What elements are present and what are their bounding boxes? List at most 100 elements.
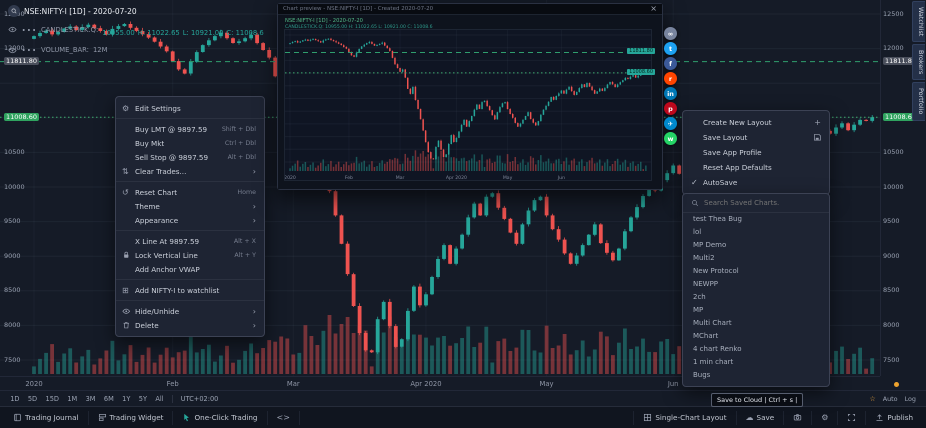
range-1m[interactable]: 1M [67, 394, 78, 403]
statusbar-one-click-trading[interactable]: One-Click Trading [173, 410, 268, 425]
menu-item-create-new-layout[interactable]: Create New Layout + [683, 115, 829, 130]
saved-chart-item[interactable]: MP Demo [693, 241, 727, 249]
telegram-share-icon[interactable]: ✈ [664, 117, 677, 130]
saved-charts-list: test Thea Bug lol MP Demo Multi2 New Protoco… [683, 213, 829, 382]
statusbar-single-chart-layout[interactable]: Single-Chart Layout [633, 410, 735, 425]
time-axis[interactable]: 2020 Feb Mar Apr 2020 May Jun [0, 376, 880, 390]
reddit-share-icon[interactable]: r [664, 72, 677, 85]
side-tab-watchlist[interactable]: Watchlist [912, 1, 925, 43]
menu-item-save-layout[interactable]: Save Layout [683, 130, 829, 145]
star-icon[interactable]: ☆ [869, 394, 876, 403]
saved-chart-item[interactable]: Multi Chart [693, 319, 732, 327]
saved-chart-item[interactable]: 1 min chart [693, 358, 734, 366]
menu-item-buy-mkt[interactable]: Buy Mkt Ctrl + Dbl [116, 136, 264, 150]
range-5d[interactable]: 5D [27, 394, 38, 403]
range-1y[interactable]: 1Y [122, 394, 131, 403]
menu-item-label: Appearance [135, 215, 179, 225]
statusbar-code-editor[interactable]: <> [268, 410, 300, 425]
saved-chart-item[interactable]: MP [693, 306, 704, 314]
trash-icon [122, 321, 135, 330]
saved-chart-item[interactable]: Bugs [693, 371, 711, 379]
range-all[interactable]: All [155, 394, 164, 403]
search-input[interactable] [704, 199, 821, 207]
menu-item-clear-trades[interactable]: ⇅ Clear Trades... › [116, 164, 264, 178]
saved-chart-item[interactable]: 4 chart Renko [693, 345, 742, 353]
code-icon: <> [276, 412, 290, 422]
saved-chart-item[interactable]: test Thea Bug [693, 215, 742, 223]
range-1d[interactable]: 1D [10, 394, 20, 403]
timezone[interactable]: UTC+02:00 [180, 394, 219, 403]
price-label: 9000 [883, 251, 900, 260]
menu-item-delete[interactable]: Delete › [116, 318, 264, 332]
price-label: 11008.60 [4, 112, 40, 121]
twitter-share-icon[interactable]: t [664, 42, 677, 55]
preview-symbol-title: NSE:NIFTY-I [1D] - 2020-07-20 [285, 18, 363, 24]
more-dots-icon[interactable]: ⋯ [21, 40, 37, 59]
menu-item-save-app-profile[interactable]: Save App Profile [683, 145, 829, 160]
menu-item-label: Save App Profile [703, 148, 762, 157]
linkedin-share-icon[interactable]: in [664, 87, 677, 100]
menu-item-hide-unhide[interactable]: Hide/Unhide › [116, 304, 264, 318]
menu-item-add-anchor-vwap[interactable]: Add Anchor VWAP [116, 262, 264, 276]
saved-chart-item[interactable]: lol [693, 228, 702, 236]
floppy-icon [813, 133, 822, 142]
saved-chart-item[interactable]: NEWPP [693, 280, 719, 288]
menu-item-edit-settings[interactable]: ⚙ Edit Settings [116, 101, 264, 115]
menu-item-theme[interactable]: Theme › [116, 199, 264, 213]
time-label: Apr 2020 [410, 380, 442, 388]
menu-item-autosave[interactable]: ✓ AutoSave [683, 175, 829, 190]
saved-chart-item[interactable]: Multi2 [693, 254, 715, 262]
toggle-log[interactable]: Log [904, 394, 916, 403]
menu-item-add-to-watchlist[interactable]: ⊞ Add NIFTY-I to watchlist [116, 283, 264, 297]
menu-shortcut: Alt + Dbl [227, 153, 256, 161]
eye-icon[interactable] [8, 25, 17, 34]
whatsapp-share-icon[interactable]: w [664, 132, 677, 145]
gear-icon: ⚙ [122, 103, 130, 113]
time-label: May [539, 380, 554, 388]
menu-item-reset-chart[interactable]: ↺ Reset Chart Home [116, 185, 264, 199]
pinterest-share-icon[interactable]: p [664, 102, 677, 115]
statusbar-settings[interactable]: ⚙ [811, 410, 837, 425]
price-label: 11008.60 [883, 112, 919, 121]
price-axis-right[interactable]: 12500 12000 11811.80 11008.60 10500 10000 9500… [880, 0, 919, 376]
volume-row: ⋯ VOLUME_BAR: 12M [8, 42, 267, 58]
menu-item-lock-vertical-line[interactable]: Lock Vertical Line Alt + Y [116, 248, 264, 262]
menu-item-label: Delete [135, 320, 159, 330]
menu-item-reset-app-defaults[interactable]: Reset App Defaults [683, 160, 829, 175]
toggle-auto[interactable]: Auto [882, 394, 898, 403]
statusbar-save[interactable]: ☁ Save [735, 410, 784, 425]
ohlc-value: 10955.00 [102, 29, 135, 37]
saved-chart-item[interactable]: MChart [693, 332, 719, 340]
saved-charts-search[interactable] [683, 194, 829, 213]
price-label: 12000 [883, 44, 904, 53]
range-5y[interactable]: 5Y [138, 394, 147, 403]
eye-icon[interactable] [8, 46, 17, 55]
side-panel-tabs: Watchlist Brokers Portfolio [912, 1, 926, 121]
facebook-share-icon[interactable]: f [664, 57, 677, 70]
statusbar-snapshot[interactable] [783, 410, 811, 425]
menu-divider [116, 181, 264, 182]
menu-item-buy-lmt[interactable]: Buy LMT @ 9897.59 Shift + Dbl [116, 122, 264, 136]
copy-link-share-icon[interactable]: ∞ [664, 27, 677, 40]
statusbar-trading-journal[interactable]: Trading Journal [4, 410, 89, 425]
menu-item-sell-stop[interactable]: Sell Stop @ 9897.59 Alt + Dbl [116, 150, 264, 164]
more-dots-icon[interactable]: ⋯ [21, 19, 37, 39]
saved-chart-item[interactable]: 2ch [693, 293, 706, 301]
side-tab-brokers[interactable]: Brokers [912, 44, 925, 81]
statusbar-fullscreen[interactable] [837, 410, 865, 425]
menu-item-appearance[interactable]: Appearance › [116, 213, 264, 227]
price-label: 11811.80 [4, 57, 40, 66]
close-icon[interactable]: × [650, 4, 657, 13]
statusbar-publish[interactable]: Publish [865, 410, 922, 425]
range-3m[interactable]: 3M [85, 394, 96, 403]
side-tab-portfolio[interactable]: Portfolio [912, 82, 925, 121]
menu-item-label: Clear Trades... [135, 166, 187, 176]
saved-chart-item[interactable]: New Protocol [693, 267, 739, 275]
range-15d[interactable]: 15D [45, 394, 59, 403]
menu-item-x-line[interactable]: X Line At 9897.59 Alt + X [116, 234, 264, 248]
range-6m[interactable]: 6M [103, 394, 114, 403]
divider [171, 394, 173, 403]
svg-text:2020: 2020 [284, 175, 296, 181]
statusbar-trading-widget[interactable]: Trading Widget [89, 410, 174, 425]
status-left-group: Trading Journal Trading Widget One-Click T… [4, 407, 300, 428]
